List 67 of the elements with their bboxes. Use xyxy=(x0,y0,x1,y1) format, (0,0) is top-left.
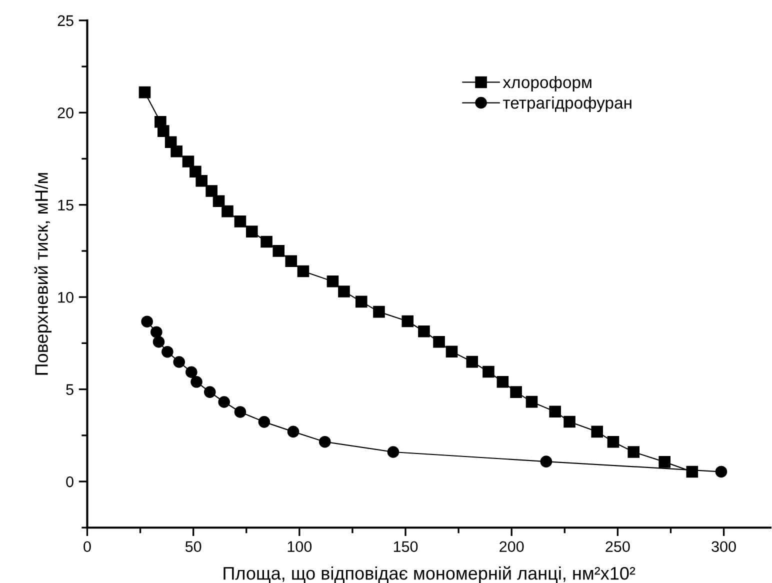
point xyxy=(152,336,165,348)
point xyxy=(496,376,509,388)
point xyxy=(591,426,604,438)
point xyxy=(182,156,194,168)
point xyxy=(418,325,430,338)
point xyxy=(466,356,478,368)
point xyxy=(186,366,198,378)
point xyxy=(204,386,216,398)
x-tick-label: 150 xyxy=(394,541,418,552)
point xyxy=(162,346,174,358)
point xyxy=(218,396,230,408)
point xyxy=(482,366,494,378)
y-tick-label: 15 xyxy=(58,200,74,211)
x-axis-title: Площа, що відповідає мономерній ланці, нм²x10² xyxy=(224,566,636,583)
point xyxy=(318,436,331,448)
point xyxy=(355,296,368,308)
x-tick-label: 100 xyxy=(288,541,312,552)
point xyxy=(658,456,670,468)
point xyxy=(510,386,522,398)
point xyxy=(446,346,458,358)
point xyxy=(285,255,298,267)
y-tick-label: 5 xyxy=(66,384,74,395)
point xyxy=(540,456,552,468)
y-tick-label: 10 xyxy=(58,292,74,303)
point xyxy=(526,396,538,408)
point xyxy=(326,275,339,288)
point xyxy=(402,315,414,328)
point xyxy=(338,286,350,298)
point xyxy=(222,205,234,218)
point xyxy=(196,174,208,187)
point xyxy=(297,265,310,278)
point xyxy=(190,376,202,388)
x-tick-label: 200 xyxy=(500,541,524,552)
point xyxy=(206,185,218,197)
point xyxy=(258,416,270,428)
point xyxy=(190,166,202,178)
point xyxy=(373,306,385,318)
point xyxy=(607,436,620,448)
point xyxy=(549,406,561,418)
point xyxy=(272,245,285,257)
point xyxy=(173,356,186,368)
point xyxy=(387,446,400,458)
point xyxy=(564,416,576,428)
x-tick-label: 0 xyxy=(84,541,91,552)
x-tick-label: 250 xyxy=(606,541,630,552)
point xyxy=(287,426,300,438)
y-axis-title: Поверхневий тиск, мН/м xyxy=(34,173,52,375)
point xyxy=(715,466,728,478)
point xyxy=(234,216,246,228)
point xyxy=(170,145,182,158)
point xyxy=(158,125,170,137)
point xyxy=(141,316,153,328)
point xyxy=(246,226,258,238)
y-tick-label: 0 xyxy=(66,476,74,488)
point xyxy=(138,86,151,98)
y-tick-label: 25 xyxy=(58,15,74,26)
point xyxy=(628,446,640,458)
point xyxy=(150,326,162,338)
point xyxy=(234,406,246,418)
legend-label: хлороформ xyxy=(502,76,592,92)
y-tick-label: 20 xyxy=(58,107,74,118)
point xyxy=(433,336,445,348)
legend-label: тетрагідрофуран xyxy=(502,96,632,112)
point xyxy=(260,236,272,248)
point xyxy=(212,195,225,208)
x-tick-label: 300 xyxy=(712,541,736,552)
x-tick-label: 50 xyxy=(185,541,202,552)
